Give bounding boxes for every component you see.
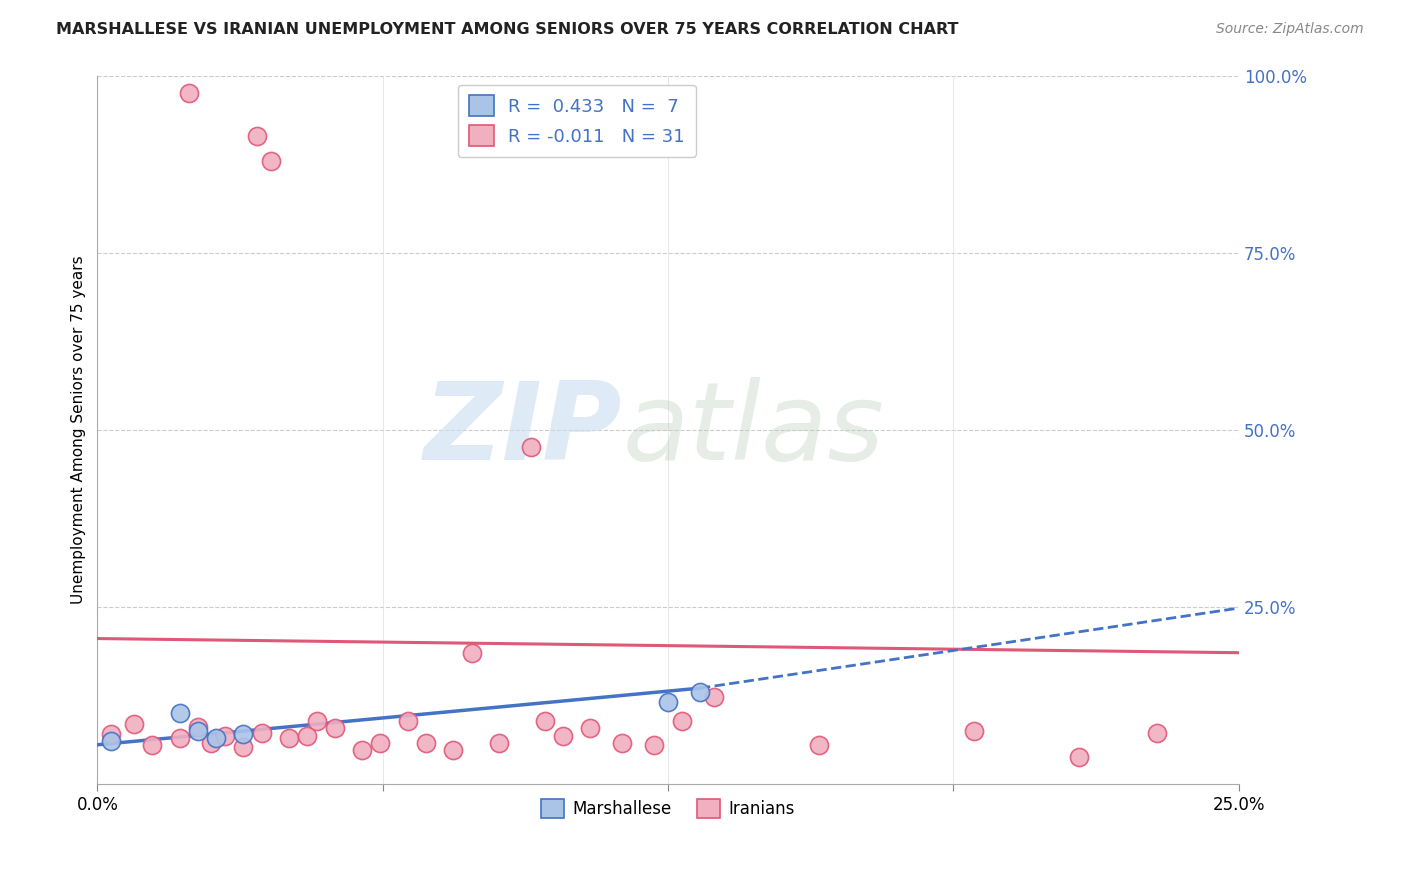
Point (122, 716, 145, 731)
Text: ZIP: ZIP (425, 376, 623, 483)
Point (200, 736, 222, 750)
Point (551, 729, 574, 743)
Point (141, 738, 163, 752)
Point (205, 731, 228, 745)
Point (671, 714, 693, 729)
Point (100, 734, 122, 748)
Point (612, 736, 634, 750)
Point (250, 725, 273, 739)
Point (352, 743, 374, 757)
Point (963, 723, 986, 738)
Y-axis label: Unemployment Among Seniors over 75 years: Unemployment Among Seniors over 75 years (72, 255, 86, 604)
Point (169, 731, 191, 745)
Point (657, 695, 679, 709)
Point (643, 738, 665, 752)
Text: MARSHALLESE VS IRANIAN UNEMPLOYMENT AMONG SENIORS OVER 75 YEARS CORRELATION CHAR: MARSHALLESE VS IRANIAN UNEMPLOYMENT AMON… (56, 22, 959, 37)
Point (246, 128, 269, 143)
Point (1067, 749, 1090, 764)
Point (214, 729, 236, 743)
Point (323, 722, 346, 736)
Point (396, 714, 419, 729)
Point (187, 720, 209, 734)
Point (232, 727, 254, 741)
Point (169, 706, 191, 720)
Point (232, 739, 254, 754)
Point (305, 714, 328, 729)
Point (579, 722, 602, 736)
Point (297, 729, 319, 743)
Point (415, 736, 437, 750)
Point (177, 87, 200, 101)
Point (461, 646, 484, 660)
Point (533, 714, 555, 729)
Point (689, 684, 711, 698)
Point (1146, 725, 1168, 739)
Point (100, 727, 122, 741)
Point (370, 736, 392, 750)
Point (520, 440, 543, 454)
Legend: Marshallese, Iranians: Marshallese, Iranians (534, 792, 801, 825)
Point (703, 690, 725, 705)
Point (807, 738, 830, 752)
Text: Source: ZipAtlas.com: Source: ZipAtlas.com (1216, 22, 1364, 37)
Point (278, 731, 301, 745)
Point (443, 743, 465, 757)
Point (187, 723, 209, 738)
Point (260, 153, 283, 168)
Text: atlas: atlas (623, 377, 884, 483)
Point (488, 736, 510, 750)
